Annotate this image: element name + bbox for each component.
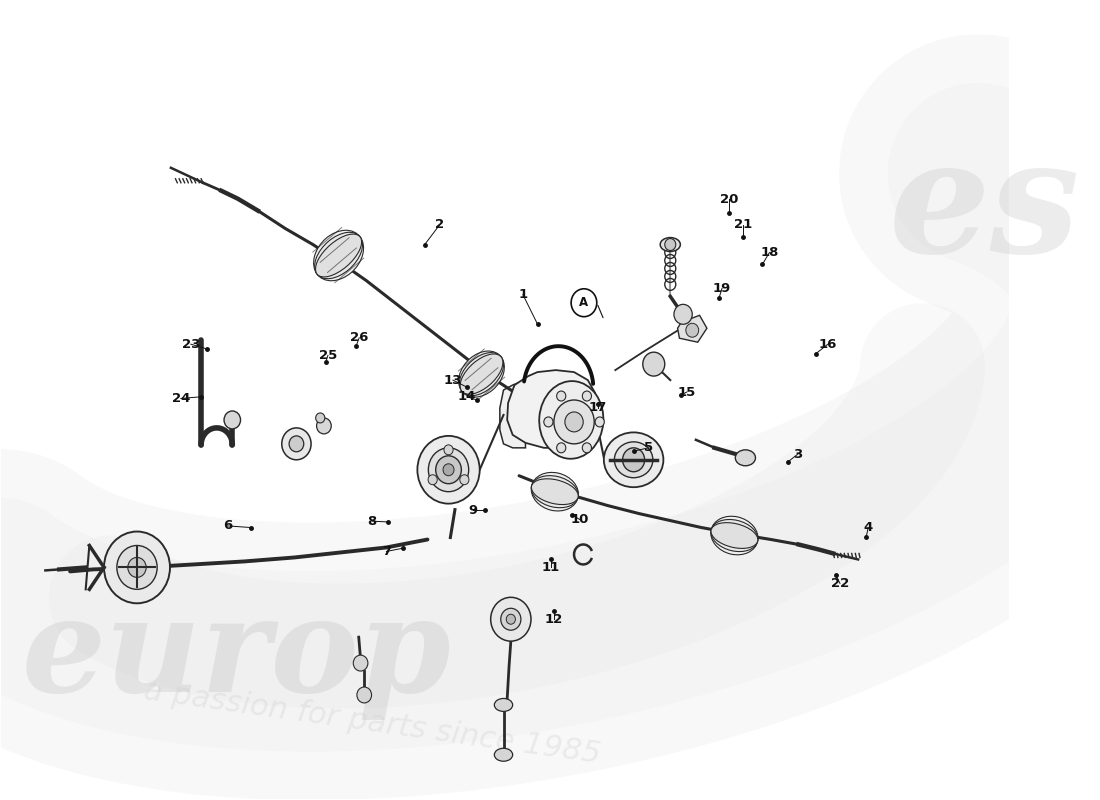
Text: 15: 15 — [678, 386, 696, 398]
Ellipse shape — [531, 472, 579, 511]
Circle shape — [506, 614, 516, 624]
Ellipse shape — [459, 351, 505, 397]
Text: europ: europ — [22, 590, 451, 720]
Circle shape — [557, 391, 565, 401]
Ellipse shape — [531, 479, 579, 505]
Circle shape — [282, 428, 311, 460]
Text: 10: 10 — [571, 513, 590, 526]
Text: 18: 18 — [760, 246, 779, 259]
Text: 19: 19 — [713, 282, 732, 295]
Ellipse shape — [428, 448, 469, 492]
Text: 25: 25 — [319, 349, 337, 362]
Ellipse shape — [735, 450, 756, 466]
Ellipse shape — [494, 748, 513, 762]
Circle shape — [436, 456, 461, 484]
Circle shape — [543, 417, 553, 427]
Ellipse shape — [539, 381, 604, 458]
Text: 4: 4 — [864, 521, 872, 534]
Circle shape — [117, 546, 157, 590]
Ellipse shape — [314, 230, 363, 281]
Ellipse shape — [711, 519, 758, 551]
Text: 23: 23 — [182, 338, 200, 350]
Ellipse shape — [494, 698, 513, 711]
Text: A: A — [580, 296, 588, 310]
Circle shape — [224, 411, 241, 429]
Circle shape — [428, 474, 437, 485]
Circle shape — [443, 464, 454, 476]
Text: 22: 22 — [830, 577, 849, 590]
Circle shape — [353, 655, 367, 671]
Ellipse shape — [315, 232, 363, 278]
Polygon shape — [499, 380, 526, 448]
Circle shape — [595, 417, 604, 427]
Text: 12: 12 — [544, 613, 563, 626]
Circle shape — [460, 474, 469, 485]
Text: 7: 7 — [382, 545, 390, 558]
Ellipse shape — [460, 353, 504, 396]
Circle shape — [582, 391, 592, 401]
Circle shape — [642, 352, 664, 376]
Circle shape — [685, 323, 698, 338]
Text: 26: 26 — [350, 331, 368, 344]
Ellipse shape — [417, 436, 480, 504]
Circle shape — [664, 238, 675, 250]
Circle shape — [316, 413, 324, 423]
Text: es: es — [889, 132, 1080, 286]
Circle shape — [557, 443, 565, 453]
Text: 17: 17 — [588, 402, 607, 414]
Circle shape — [500, 608, 521, 630]
Circle shape — [356, 687, 372, 703]
Text: 14: 14 — [458, 390, 476, 403]
Circle shape — [565, 412, 583, 432]
Circle shape — [104, 531, 170, 603]
Text: 6: 6 — [223, 519, 233, 533]
Ellipse shape — [615, 442, 653, 478]
Text: 11: 11 — [541, 561, 560, 574]
Text: 2: 2 — [436, 218, 444, 231]
Ellipse shape — [316, 234, 362, 277]
Circle shape — [623, 448, 645, 472]
Circle shape — [444, 445, 453, 455]
Ellipse shape — [531, 476, 579, 508]
Text: 9: 9 — [469, 503, 477, 517]
Circle shape — [582, 443, 592, 453]
Circle shape — [674, 304, 692, 324]
Polygon shape — [678, 315, 707, 342]
Text: 16: 16 — [818, 338, 837, 350]
Polygon shape — [507, 370, 595, 448]
Text: 8: 8 — [367, 514, 377, 528]
Text: 5: 5 — [644, 442, 653, 454]
Ellipse shape — [460, 354, 503, 394]
Ellipse shape — [660, 238, 680, 251]
Text: 13: 13 — [443, 374, 462, 386]
Ellipse shape — [711, 522, 758, 549]
Text: 20: 20 — [719, 193, 738, 206]
Circle shape — [554, 400, 594, 444]
Circle shape — [317, 418, 331, 434]
Text: 1: 1 — [518, 288, 528, 302]
Circle shape — [491, 598, 531, 641]
Circle shape — [128, 558, 146, 578]
Text: 3: 3 — [793, 448, 802, 461]
Ellipse shape — [711, 516, 758, 555]
Text: a passion for parts since 1985: a passion for parts since 1985 — [143, 677, 603, 770]
Circle shape — [289, 436, 304, 452]
Text: 24: 24 — [172, 392, 190, 405]
Text: 21: 21 — [734, 218, 752, 231]
Ellipse shape — [604, 432, 663, 487]
